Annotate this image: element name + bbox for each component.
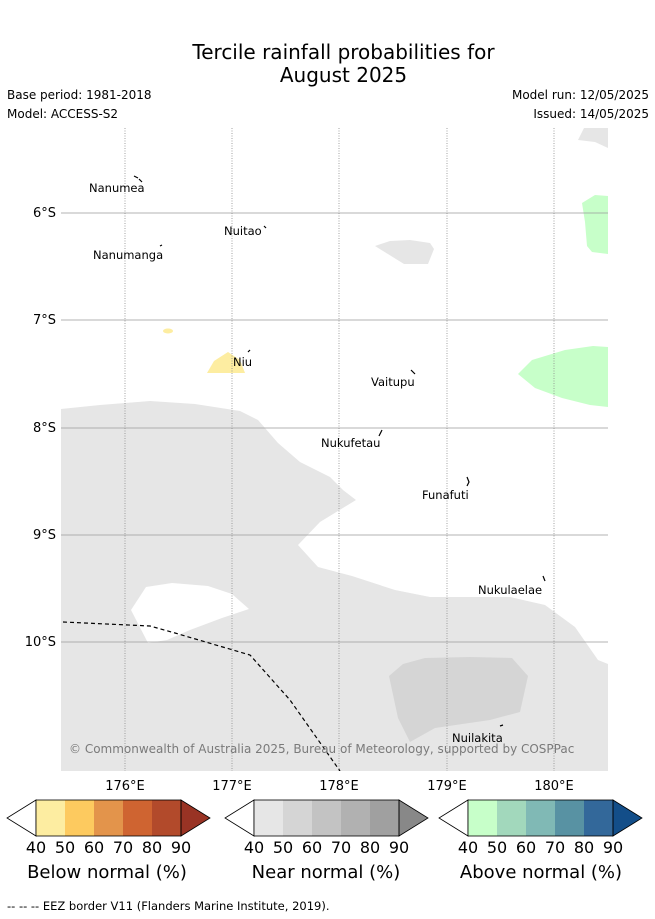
colorbar-tick-label: 80 (359, 838, 381, 857)
model-name: Model: ACCESS-S2 (7, 107, 119, 121)
colorbar-title: Below normal (%) (27, 862, 187, 883)
lat-label-8s: 8°S (32, 421, 56, 436)
lon-label-177e: 177°E (212, 779, 252, 794)
colorbar-2 (438, 799, 643, 837)
lat-label-7s: 7°S (32, 313, 56, 328)
colorbar-title: Above normal (%) (459, 862, 623, 883)
colorbar-segment (497, 800, 526, 836)
colorbar-upper-extension (612, 799, 643, 837)
island-vaitupu-shape (410, 369, 416, 375)
island-label-nuilakita: Nuilakita (452, 731, 503, 745)
colorbar-tick-label: 90 (602, 838, 624, 857)
colorbar-segment (65, 800, 94, 836)
colorbar-title: Near normal (%) (251, 862, 401, 883)
colorbar-tick-label: 90 (170, 838, 192, 857)
island-nukulaelae-shape (542, 575, 546, 582)
colorbar-1 (224, 799, 429, 837)
above-normal-region-east (518, 346, 608, 407)
colorbar-segment (526, 800, 555, 836)
colorbar-tick-label: 80 (573, 838, 595, 857)
eez-footnote: -- -- -- EEZ border V11 (Flanders Marine… (7, 899, 330, 913)
near-normal-region-north (375, 240, 434, 264)
copyright-notice: © Commonwealth of Australia 2025, Bureau… (69, 742, 575, 756)
colorbar-segment (370, 800, 399, 836)
colorbar-tick-label: 50 (54, 838, 76, 857)
island-label-nanumea: Nanumea (89, 181, 145, 195)
colorbar-tick-label: 40 (457, 838, 479, 857)
island-nukufetau-shape (378, 429, 383, 437)
island-nuitao-shape (263, 225, 267, 229)
colorbar-segment (36, 800, 65, 836)
colorbar-tick-label: 70 (544, 838, 566, 857)
island-funafuti-shape (466, 476, 470, 487)
title-line-1: Tercile rainfall probabilities for (192, 40, 495, 64)
colorbar-lower-extension (438, 799, 469, 837)
colorbar-0 (6, 799, 211, 837)
island-label-nukulaelae: Nukulaelae (478, 583, 543, 597)
colorbar-outline (35, 799, 182, 837)
island-nanumea-shape (133, 175, 143, 183)
base-period: Base period: 1981-2018 (7, 88, 152, 102)
lon-label-180e: 180°E (534, 779, 574, 794)
island-label-funafuti: Funafuti (422, 488, 469, 502)
colorbar-segment (312, 800, 341, 836)
colorbar-tick-label: 40 (25, 838, 47, 857)
island-niu-shape (247, 349, 251, 353)
colorbar-tick-label: 60 (83, 838, 105, 857)
colorbar-segment (555, 800, 584, 836)
island-label-nanumanga: Nanumanga (93, 248, 164, 262)
white-region (131, 583, 249, 643)
colorbar-tick-label: 80 (141, 838, 163, 857)
near-normal-region-corner (578, 128, 608, 148)
colorbar-segment (584, 800, 613, 836)
title-line-2: August 2025 (279, 63, 408, 87)
lat-label-6s: 6°S (32, 206, 56, 221)
colorbar-segment (123, 800, 152, 836)
colorbar-segment (341, 800, 370, 836)
colorbar-outline (253, 799, 400, 837)
colorbar-tick-label: 70 (330, 838, 352, 857)
issued-date: Issued: 14/05/2025 (533, 107, 649, 121)
island-label-niu: Niu (233, 355, 253, 369)
colorbar-segment (94, 800, 123, 836)
colorbar-segment (152, 800, 181, 836)
above-normal-region-northeast (582, 195, 608, 254)
colorbar-tick-label: 70 (112, 838, 134, 857)
lon-label-176e: 176°E (105, 779, 145, 794)
colorbar-tick-label: 90 (388, 838, 410, 857)
colorbar-tick-label: 60 (515, 838, 537, 857)
below-normal-region (207, 352, 245, 373)
map-title: Tercile rainfall probabilities for Augus… (0, 41, 655, 87)
eez-border (62, 621, 341, 771)
colorbar-segment (254, 800, 283, 836)
island-label-nuitao: Nuitao (224, 224, 262, 238)
colorbar-upper-extension (180, 799, 211, 837)
below-normal-spot (163, 328, 173, 334)
colorbar-lower-extension (6, 799, 37, 837)
colorbar-lower-extension (224, 799, 255, 837)
colorbar-segment (283, 800, 312, 836)
island-label-vaitupu: Vaitupu (371, 375, 415, 389)
colorbar-outline (467, 799, 614, 837)
colorbar-tick-label: 60 (301, 838, 323, 857)
lon-label-178e: 178°E (319, 779, 359, 794)
colorbars (6, 799, 643, 837)
model-run-date: Model run: 12/05/2025 (511, 88, 649, 102)
lon-label-179e: 179°E (427, 779, 467, 794)
colorbar-upper-extension (398, 799, 429, 837)
colorbar-tick-label: 40 (243, 838, 265, 857)
near-normal-region-dark (389, 657, 528, 742)
island-nuilakita-shape (499, 724, 504, 727)
island-label-nukufetau: Nukufetau (321, 436, 381, 450)
lat-label-9s: 9°S (32, 528, 56, 543)
colorbar-segment (468, 800, 497, 836)
colorbar-tick-label: 50 (272, 838, 294, 857)
colorbar-tick-label: 50 (486, 838, 508, 857)
lat-label-10s: 10°S (24, 635, 56, 650)
island-nanumanga-shape (159, 244, 163, 247)
